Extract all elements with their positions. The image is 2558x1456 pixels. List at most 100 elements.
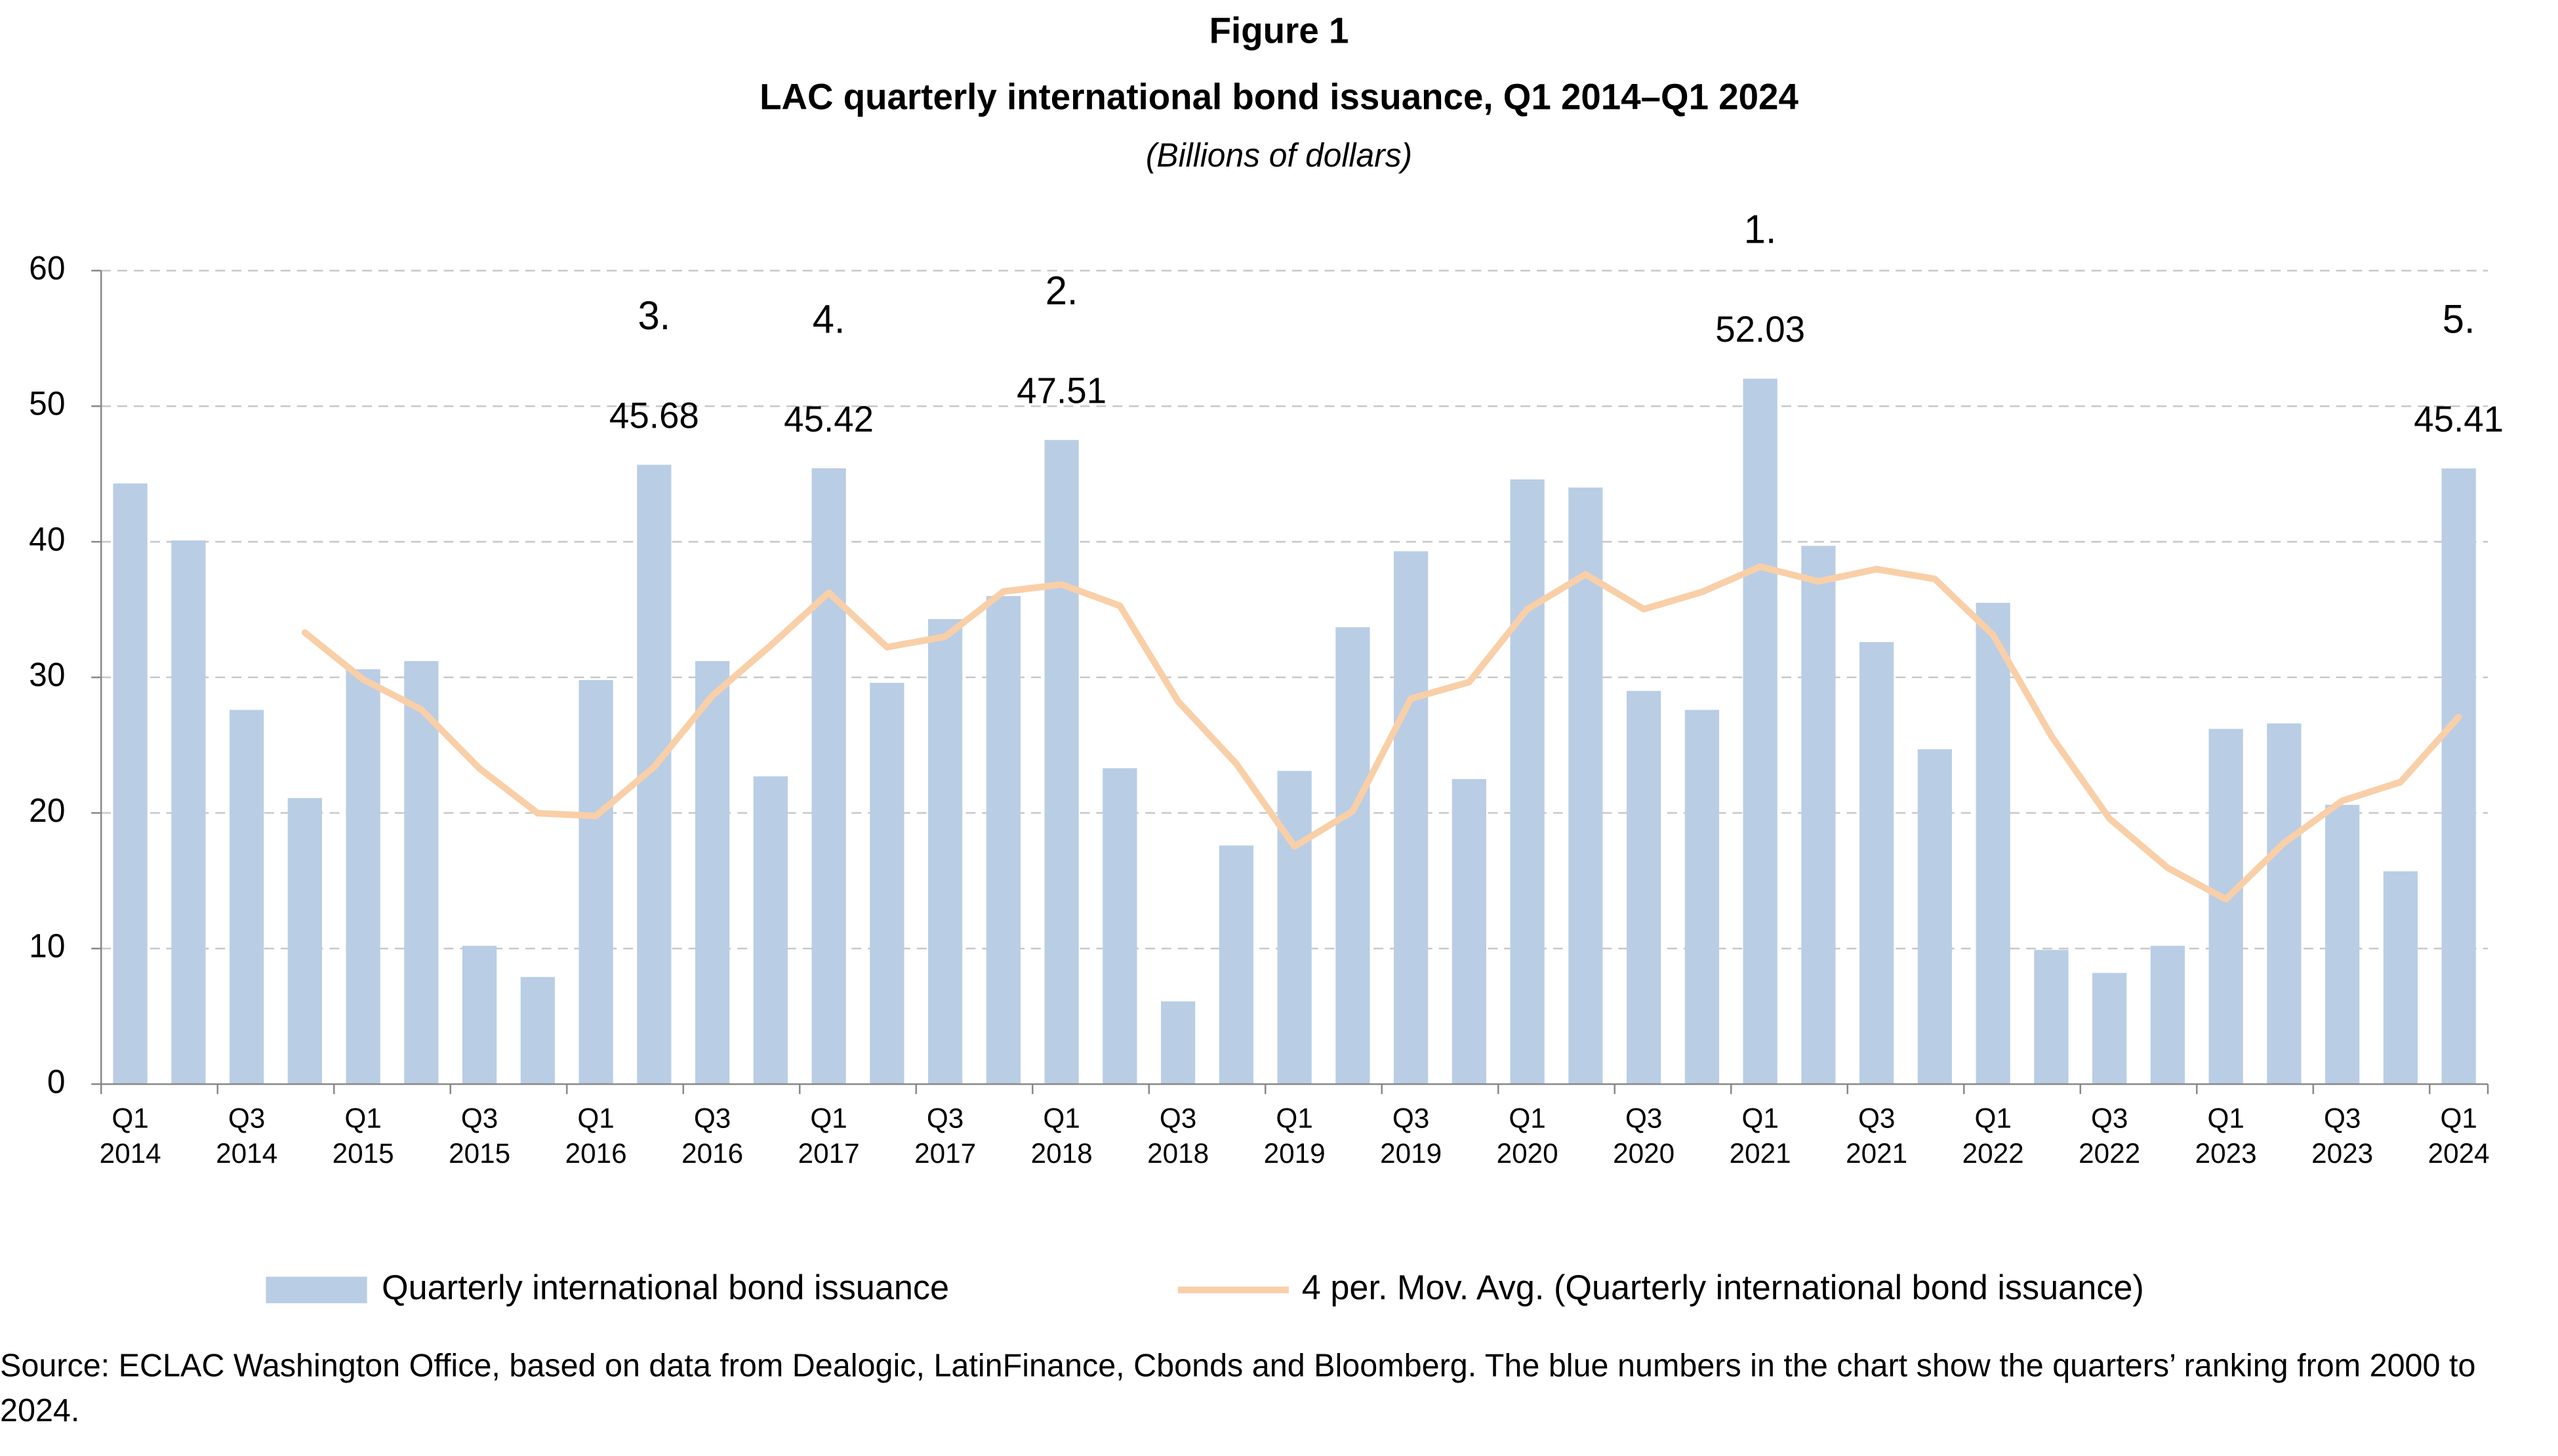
bar [2383, 871, 2418, 1084]
rank-label: 3. [638, 293, 670, 338]
x-tick-label: Q1 2021 [1730, 1103, 1791, 1170]
y-tick-label: 20 [29, 792, 65, 828]
x-tick-label-line: 2014 [100, 1138, 161, 1169]
x-tick-label: Q1 2017 [798, 1103, 860, 1170]
bar [1510, 479, 1545, 1084]
y-tick-label: 50 [29, 385, 65, 422]
bar [462, 946, 497, 1084]
x-tick-label-line: Q3 [1392, 1103, 1429, 1135]
x-tick-label: Q3 2015 [449, 1103, 510, 1170]
bar [1335, 627, 1370, 1084]
x-tick-label-line: Q1 [1974, 1103, 2011, 1135]
bar [1627, 691, 1661, 1084]
x-tick-label-line: Q1 [1043, 1103, 1080, 1135]
x-tick-label: Q1 2015 [333, 1103, 394, 1170]
x-tick-label-line: 2019 [1380, 1138, 1442, 1169]
legend-swatch [266, 1276, 367, 1304]
bar [2150, 946, 2185, 1084]
x-tick-label-line: 2015 [333, 1138, 394, 1169]
x-tick-label-line: Q1 [2440, 1103, 2477, 1135]
x-tick-label: Q3 2021 [1846, 1103, 1907, 1170]
x-tick-label-line: Q3 [1625, 1103, 1662, 1135]
bar [2441, 468, 2476, 1084]
x-tick-label-line: 2022 [1962, 1138, 2024, 1169]
bar [171, 540, 206, 1084]
x-tick-label: Q3 2020 [1613, 1103, 1675, 1170]
y-tick-label: 60 [29, 250, 65, 287]
bar [1103, 768, 1137, 1084]
x-tick-label: Q3 2014 [216, 1103, 277, 1170]
bar [520, 977, 555, 1084]
x-tick-label-line: Q1 [577, 1103, 614, 1135]
x-tick-label-line: Q3 [2091, 1103, 2128, 1135]
x-tick-label-line: 2018 [1031, 1138, 1093, 1169]
bar [1743, 378, 1777, 1084]
source-box: Source: ECLAC Washington Office, based o… [0, 1348, 2475, 1429]
bar [1219, 845, 1253, 1084]
x-tick-label-line: 2018 [1147, 1138, 1209, 1169]
bar [1684, 710, 1720, 1084]
x-tick-label-line: 2014 [216, 1138, 277, 1169]
x-tick-label-line: 2023 [2311, 1138, 2373, 1169]
x-tick-label: Q1 2018 [1031, 1103, 1093, 1170]
moving-average-line [301, 563, 2462, 903]
chart-title: LAC quarterly international bond issuanc… [760, 76, 1798, 117]
chart-subtitle: (Billions of dollars) [1146, 136, 1412, 173]
x-tick-label-line: 2020 [1497, 1138, 1558, 1169]
x-tick-label: Q3 2022 [2079, 1103, 2140, 1170]
chart-heading: Figure 1 [1209, 10, 1349, 51]
x-tick-label-line: Q1 [2207, 1103, 2244, 1135]
bar [346, 669, 380, 1084]
x-tick-label: Q1 2022 [1962, 1103, 2024, 1170]
bar [2034, 950, 2069, 1084]
bar [1568, 487, 1603, 1084]
x-tick-label-line: 2021 [1730, 1138, 1791, 1169]
x-tick-label-line: 2015 [449, 1138, 510, 1169]
x-tick-label: Q3 2017 [914, 1103, 976, 1170]
legend-label: 4 per. Mov. Avg. (Quarterly internationa… [1302, 1268, 2144, 1307]
x-tick-label-line: Q1 [1276, 1103, 1312, 1135]
x-tick-label: Q1 2023 [2195, 1103, 2257, 1170]
bar [811, 468, 846, 1084]
y-tick-label: 0 [47, 1063, 66, 1100]
bar [1161, 1001, 1196, 1084]
bar [2267, 723, 2302, 1084]
y-tick-label: 40 [29, 521, 65, 557]
bar [1976, 603, 2010, 1084]
x-tick-label-line: 2017 [798, 1138, 860, 1169]
x-tick-label-line: 2017 [914, 1138, 976, 1169]
x-tick-label-line: Q1 [810, 1103, 847, 1135]
x-tick-label-line: Q1 [112, 1103, 148, 1135]
bar [1452, 779, 1487, 1084]
x-tick-label-line: 2022 [2079, 1138, 2140, 1169]
data-label: 52.03 [1715, 309, 1805, 350]
bar [113, 483, 148, 1084]
x-tick-label-line: Q1 [1509, 1103, 1545, 1135]
x-tick-label-line: 2016 [681, 1138, 743, 1169]
x-tick-label: Q1 2019 [1264, 1103, 1326, 1170]
x-tick-label: Q1 2014 [100, 1103, 161, 1170]
x-tick-label-line: Q1 [1741, 1103, 1778, 1135]
x-tick-label: Q1 2020 [1497, 1103, 1558, 1170]
data-label: 45.68 [609, 395, 699, 436]
data-label: 45.41 [2414, 399, 2504, 440]
x-tick-label-line: Q3 [1858, 1103, 1895, 1135]
x-tick-label: Q3 2019 [1380, 1103, 1442, 1170]
x-tick-label-line: 2016 [565, 1138, 627, 1169]
x-tick-label-line: 2023 [2195, 1138, 2257, 1169]
x-tick-label: Q3 2023 [2311, 1103, 2373, 1170]
x-tick-label-line: Q3 [694, 1103, 731, 1135]
bar [695, 660, 730, 1084]
x-tick-label-line: Q3 [461, 1103, 498, 1135]
x-tick-label-line: 2019 [1264, 1138, 1326, 1169]
bar [2325, 805, 2360, 1084]
data-label: 47.51 [1017, 370, 1106, 411]
bar [404, 660, 439, 1084]
legend-label: Quarterly international bond issuance [382, 1268, 949, 1307]
rank-label: 1. [1744, 207, 1777, 252]
x-tick-label-line: 2020 [1613, 1138, 1675, 1169]
bar [1044, 439, 1079, 1084]
bar [2092, 973, 2127, 1084]
